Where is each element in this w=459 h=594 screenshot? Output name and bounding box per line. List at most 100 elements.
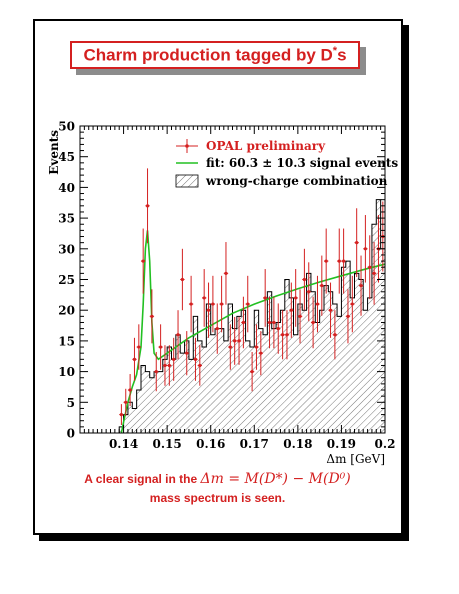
histogram-bin-fill xyxy=(241,310,246,433)
x-tick-label: 0.14 xyxy=(109,437,138,451)
data-point xyxy=(224,271,228,275)
data-point xyxy=(254,345,259,349)
histogram-bin-fill xyxy=(158,371,163,433)
histogram-bin-fill xyxy=(310,291,316,433)
histogram-bin-fill xyxy=(297,304,303,433)
histogram-bin-fill xyxy=(141,365,146,433)
histogram-bin-fill xyxy=(289,297,294,433)
data-point xyxy=(198,363,202,368)
x-tick-label: 0.19 xyxy=(327,437,356,451)
data-point xyxy=(220,302,224,306)
data-point xyxy=(185,351,189,355)
y-tick-label: 40 xyxy=(58,181,75,195)
histogram-bin-fill xyxy=(175,334,181,433)
data-point xyxy=(202,296,206,300)
histogram-bin-fill xyxy=(223,340,229,433)
y-tick-label: 50 xyxy=(58,120,75,134)
caption-line2: mass spectrum is seen. xyxy=(149,491,286,505)
histogram-bin-fill xyxy=(123,414,128,433)
data-point xyxy=(172,357,176,361)
data-point xyxy=(372,271,376,275)
histogram-bin-fill xyxy=(154,371,159,433)
data-point xyxy=(145,204,150,208)
data-point xyxy=(337,259,341,263)
histogram-bin-fill xyxy=(206,304,211,433)
data-point xyxy=(272,320,276,325)
data-point xyxy=(302,277,306,282)
title-main: Charm production tagged by D xyxy=(83,45,333,65)
histogram-bin-fill xyxy=(263,334,268,433)
page-title: Charm production tagged by D*s xyxy=(83,45,346,66)
data-point xyxy=(180,277,184,282)
data-point xyxy=(298,314,302,318)
histogram-bin-fill xyxy=(276,322,281,433)
histogram-bin-fill xyxy=(341,267,346,433)
y-tick-label: 20 xyxy=(58,304,75,318)
data-point xyxy=(233,339,237,343)
legend-label-data: OPAL preliminary xyxy=(206,139,326,153)
histogram-bin-fill xyxy=(376,199,381,433)
legend: OPAL preliminary fit: 60.3 ± 10.3 signal … xyxy=(175,139,398,188)
histogram-bin-fill xyxy=(271,328,277,433)
histogram-bin-fill xyxy=(358,279,364,433)
histogram-bin-fill xyxy=(315,322,320,433)
histogram-bin-fill xyxy=(324,285,329,433)
data-point xyxy=(368,265,372,269)
data-point xyxy=(294,296,298,300)
histogram-bin-fill xyxy=(184,340,189,433)
histogram-bin-fill xyxy=(345,261,351,433)
data-point xyxy=(328,308,333,312)
data-point xyxy=(228,345,232,349)
title-superscript: * xyxy=(332,44,338,57)
data-point xyxy=(211,302,215,306)
x-tick-label: 0.16 xyxy=(196,437,225,451)
y-tick-label: 5 xyxy=(67,396,75,410)
data-point xyxy=(333,333,337,337)
histogram-bin-fill xyxy=(332,304,338,433)
histogram-bin-fill xyxy=(293,334,298,433)
legend-label-fit: fit: 60.3 ± 10.3 signal events xyxy=(206,156,398,170)
data-point xyxy=(307,290,311,294)
histogram-bin-fill xyxy=(371,224,377,433)
histogram-bin-fill xyxy=(219,328,224,433)
data-point xyxy=(193,357,198,361)
histogram-bin-fill xyxy=(215,328,220,433)
data-point xyxy=(281,333,285,337)
data-point xyxy=(276,327,280,331)
y-tick-label: 0 xyxy=(67,427,75,441)
legend-marker-hatch xyxy=(175,174,199,188)
data-point xyxy=(289,308,293,312)
histogram-bin-fill xyxy=(132,408,137,433)
data-point xyxy=(159,345,163,349)
histogram-bin-fill xyxy=(236,316,242,433)
histogram-bin-fill xyxy=(245,340,250,433)
histogram-bin-fill xyxy=(367,297,372,433)
histogram-bin-fill xyxy=(171,359,176,433)
histogram-bin-fill xyxy=(354,273,359,433)
histogram-bin-fill xyxy=(350,297,355,433)
data-point xyxy=(246,302,250,306)
histogram-bin-fill xyxy=(258,328,263,433)
data-point xyxy=(141,259,145,263)
histogram-bin-fill xyxy=(162,359,168,433)
data-point xyxy=(189,302,193,306)
data-point xyxy=(359,284,363,288)
y-tick-label: 30 xyxy=(58,242,75,256)
data-point xyxy=(311,320,315,325)
histogram-bin-fill xyxy=(149,377,155,433)
data-point xyxy=(119,412,123,417)
data-point xyxy=(342,259,346,263)
data-point xyxy=(355,241,359,245)
x-tick-label: 0.17 xyxy=(240,437,269,451)
x-tick-label: 0.18 xyxy=(283,437,312,451)
caption-formula: Δm = M(D*) − M(D⁰) xyxy=(200,471,351,487)
x-axis-label: Δm [GeV] xyxy=(326,452,385,466)
histogram-bin-fill xyxy=(210,334,216,433)
histogram-bin-fill xyxy=(136,390,141,433)
data-point xyxy=(132,357,137,361)
data-point xyxy=(267,320,272,325)
legend-marker-dot xyxy=(185,144,189,148)
histogram-bin-fill xyxy=(145,371,150,433)
caption-prefix: A clear signal in the xyxy=(84,472,201,486)
data-point xyxy=(285,333,289,337)
